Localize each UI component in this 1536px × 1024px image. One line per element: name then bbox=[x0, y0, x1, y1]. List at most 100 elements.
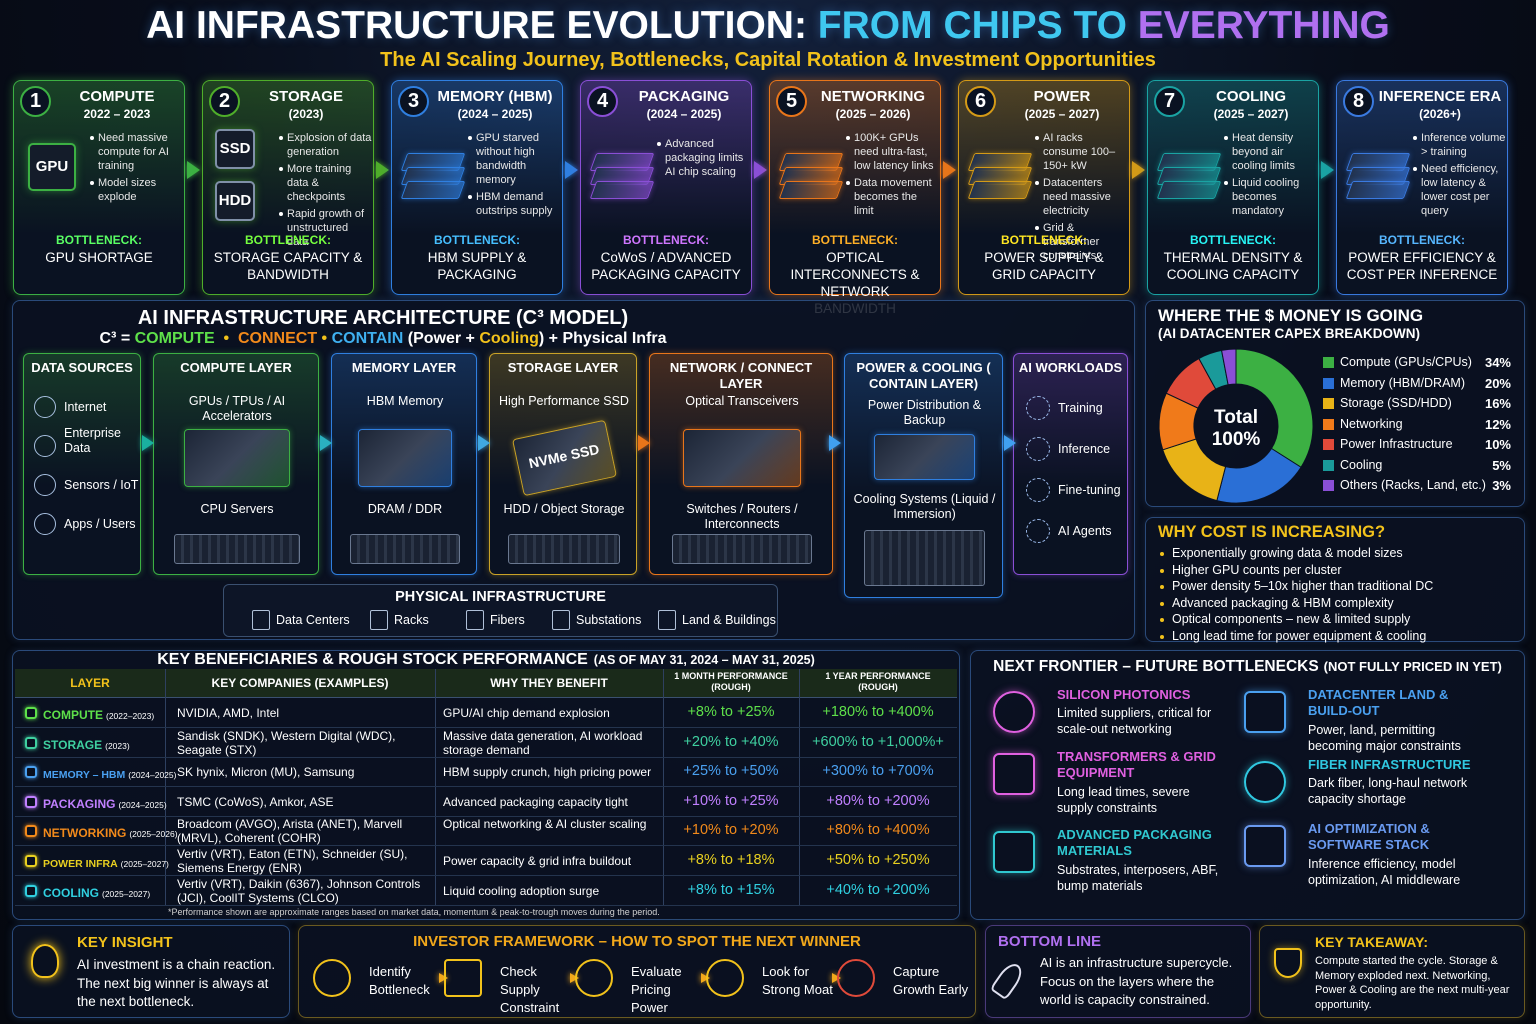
stage-card: 5 NETWORKING (2025 – 2026) 100K+ GPUs need … bbox=[769, 80, 941, 316]
bullet: Need massive compute for AI training bbox=[90, 131, 183, 173]
bullet: Liquid cooling becomes mandatory bbox=[1224, 176, 1317, 218]
formula: C³ = COMPUTE • CONNECT • CONTAIN (Power … bbox=[13, 330, 753, 348]
stage-years: (2026+) bbox=[1419, 107, 1461, 121]
stage-years: (2025 – 2027) bbox=[1213, 107, 1289, 121]
layer-icon bbox=[25, 884, 37, 897]
arrow bbox=[701, 973, 710, 983]
layer-column: NETWORK / CONNECT LAYER Optical Transceiv… bbox=[649, 353, 833, 575]
companies: Sandisk (SNDK), Western Digital (WDC), S… bbox=[177, 728, 396, 757]
arrow bbox=[754, 161, 767, 179]
stage-number: 6 bbox=[965, 86, 996, 117]
frontier-title: NEXT FRONTIER – FUTURE BOTTLENECKS (NOT F… bbox=[971, 658, 1524, 676]
bottleneck-label: BOTTLENECK: bbox=[812, 233, 898, 247]
physical-icon bbox=[252, 610, 270, 630]
workload-icon bbox=[1026, 396, 1050, 420]
stage-years: (2025 – 2027) bbox=[1024, 107, 1100, 121]
trophy-icon bbox=[1274, 948, 1302, 978]
layer-period: (2025–2027) bbox=[120, 859, 169, 869]
month-performance: +20% to +40% bbox=[683, 733, 779, 750]
stage-title: MEMORY (HBM) bbox=[437, 88, 553, 105]
bullet: Higher GPU counts per cluster bbox=[1160, 563, 1342, 577]
layer-cell: PACKAGING (2024–2025) bbox=[43, 795, 167, 813]
arrow bbox=[570, 973, 579, 983]
arrow bbox=[1132, 161, 1145, 179]
why: Liquid cooling adoption surge bbox=[443, 883, 600, 898]
bottom-line: BOTTOM LINE AI is an infrastructure super… bbox=[985, 925, 1251, 1018]
companies: SK hynix, Micron (MU), Samsung bbox=[177, 765, 355, 780]
arrow bbox=[638, 435, 650, 451]
month-performance: +10% to +20% bbox=[683, 822, 779, 839]
bullet-dot bbox=[90, 136, 94, 140]
companies: TSMC (CoWoS), Amkor, ASE bbox=[177, 794, 334, 809]
bullet-dot bbox=[279, 212, 283, 216]
step-icon bbox=[313, 959, 351, 997]
arrow bbox=[943, 161, 956, 179]
bullet-dot bbox=[1160, 552, 1164, 556]
legend-swatch bbox=[1323, 480, 1334, 491]
bullet-dot bbox=[1160, 634, 1164, 639]
layer-cell: COOLING (2025–2027) bbox=[43, 884, 165, 902]
bullet-list: Inference volume > training Need efficien… bbox=[1413, 131, 1506, 221]
layer-icon bbox=[25, 766, 37, 779]
physical-title: PHYSICAL INFRASTRUCTURE bbox=[395, 589, 606, 605]
arrow bbox=[478, 435, 490, 451]
bottleneck-label: BOTTLENECK: bbox=[1001, 233, 1087, 247]
month-performance: +10% to +25% bbox=[683, 792, 779, 809]
table-header: 1 YEAR PERFORMANCE (ROUGH) bbox=[825, 671, 931, 692]
stage-number: 2 bbox=[209, 86, 240, 117]
subtitle: The AI Scaling Journey, Bottlenecks, Cap… bbox=[380, 49, 1156, 71]
formula-part: COMPUTE bbox=[134, 330, 215, 347]
physical-icon bbox=[466, 610, 484, 630]
equipment-image bbox=[507, 534, 621, 564]
equipment-image bbox=[873, 434, 976, 480]
table-title-note: (AS OF MAY 31, 2024 – MAY 31, 2025) bbox=[593, 653, 815, 667]
month-performance: +8% to +18% bbox=[687, 852, 775, 868]
physical-label: Racks bbox=[394, 613, 429, 627]
month-performance: +25% to +50% bbox=[683, 763, 779, 780]
year-performance: +80% to +200% bbox=[826, 792, 930, 809]
workload-label: AI Agents bbox=[1058, 524, 1112, 538]
chart-title: WHERE THE $ MONEY IS GOING bbox=[1158, 306, 1424, 325]
legend-value: 5% bbox=[1492, 457, 1511, 473]
bottleneck: POWER EFFICIENCY & COST PER INFERENCE bbox=[1346, 250, 1498, 282]
table-header: WHY THEY BENEFIT bbox=[490, 676, 608, 690]
layer-title: COMPUTE LAYER bbox=[180, 360, 292, 375]
workload-icon bbox=[1026, 519, 1050, 543]
icon-chip: HDD bbox=[215, 181, 255, 221]
layer-cell: POWER INFRA (2025–2027) bbox=[43, 854, 169, 872]
physical-label: Substations bbox=[576, 613, 642, 627]
legend-label: Memory (HBM/DRAM) bbox=[1340, 375, 1465, 390]
layer-period: (2024–2025) bbox=[118, 799, 167, 810]
legend-value: 16% bbox=[1484, 396, 1511, 411]
layer-title: MEMORY LAYER bbox=[351, 360, 457, 375]
donut-center-text: Total bbox=[1214, 407, 1258, 428]
frontier-panel: NEXT FRONTIER – FUTURE BOTTLENECKS (NOT F… bbox=[970, 650, 1525, 920]
bottleneck: CoWoS / ADVANCED PACKAGING CAPACITY bbox=[591, 250, 741, 282]
layer-item: Switches / Routers / Interconnects bbox=[686, 502, 798, 531]
workload-icon bbox=[1026, 437, 1050, 461]
layer-icon bbox=[25, 855, 37, 867]
bottleneck: STORAGE CAPACITY & BANDWIDTH bbox=[213, 250, 363, 282]
legend-label: Networking bbox=[1340, 416, 1403, 431]
legend-swatch bbox=[1323, 439, 1334, 450]
companies: Broadcom (AVGO), Arista (ANET), Marvell … bbox=[177, 817, 403, 846]
legend-swatch bbox=[1323, 459, 1334, 471]
physical-panel: PHYSICAL INFRASTRUCTURE Data Centers Racks… bbox=[223, 584, 778, 637]
frontier-item-text: Long lead times, severe supply constrain… bbox=[1057, 785, 1190, 815]
layer-icon bbox=[25, 736, 37, 749]
layer-period: (2023) bbox=[105, 740, 130, 751]
layer-item: DRAM / DDR bbox=[367, 502, 443, 516]
legend-swatch bbox=[1323, 398, 1334, 409]
layer-cell: STORAGE (2023) bbox=[43, 736, 165, 754]
layer-item: Cooling Systems (Liquid / Immersion) bbox=[853, 492, 996, 521]
donut-slice bbox=[1235, 348, 1314, 468]
stage-card: 6 POWER (2025 – 2027) AI racks consume 100–… bbox=[958, 80, 1130, 295]
legend-value: 12% bbox=[1484, 416, 1511, 432]
bullet-list: Explosion of data generation More trainin… bbox=[279, 131, 372, 252]
layer-item: GPUs / TPUs / AI Accelerators bbox=[188, 394, 286, 423]
stage-title: NETWORKING bbox=[820, 88, 926, 105]
bullet-list: Advanced packaging limits AI chip scalin… bbox=[657, 137, 750, 182]
row-divider bbox=[15, 756, 957, 758]
layer-title: DATA SOURCES bbox=[31, 360, 133, 375]
stage-card: 1 COMPUTE 2022 – 2023 GPU Need massive compu… bbox=[13, 80, 185, 295]
